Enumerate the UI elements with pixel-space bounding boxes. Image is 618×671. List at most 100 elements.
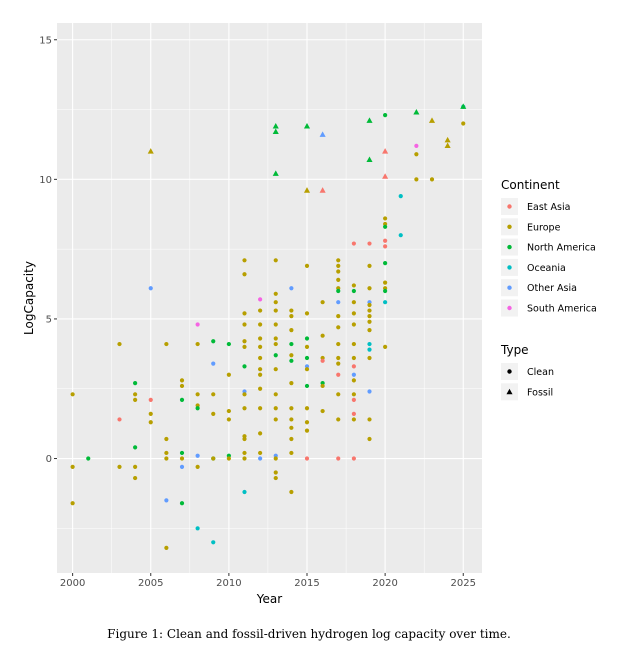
data-point-clean	[398, 233, 403, 238]
data-point-clean	[351, 456, 356, 461]
data-point-fossil	[366, 156, 373, 162]
data-point-clean	[133, 397, 138, 403]
data-point-clean	[242, 339, 247, 344]
data-point-fossil	[413, 109, 420, 115]
data-point-fossil	[319, 131, 326, 137]
data-point-clean	[351, 364, 356, 369]
data-point-clean	[242, 364, 247, 369]
data-point-clean	[195, 464, 200, 470]
data-point-clean	[367, 389, 372, 394]
data-point-clean	[383, 224, 388, 229]
data-point-clean	[383, 300, 388, 305]
data-point-clean	[367, 341, 372, 347]
data-point-clean	[133, 475, 138, 481]
data-point-clean	[351, 411, 356, 416]
x-tick-label: 2015	[294, 578, 319, 589]
legend-key-swatch	[507, 265, 512, 270]
data-point-clean	[336, 456, 341, 461]
data-point-clean	[304, 383, 310, 389]
data-point-clean	[273, 475, 278, 481]
y-tick-label: 15	[39, 35, 52, 46]
data-point-clean	[226, 408, 231, 414]
data-point-clean	[195, 392, 200, 397]
data-point-clean	[383, 344, 388, 349]
data-point-clean	[242, 392, 247, 397]
data-point-clean	[258, 308, 263, 313]
data-point-clean	[367, 241, 372, 246]
data-point-clean	[211, 392, 216, 397]
data-point-fossil	[382, 173, 389, 179]
x-axis-title: Year	[256, 592, 282, 606]
legend-key-swatch	[507, 244, 512, 250]
continent-legend-label: Other Asia	[527, 283, 577, 294]
data-point-clean	[351, 288, 356, 294]
data-point-clean	[273, 336, 278, 341]
data-point-clean	[273, 456, 278, 461]
data-point-clean	[351, 322, 356, 327]
legend-key-circle	[507, 369, 512, 374]
plot-panel	[57, 23, 482, 573]
data-point-clean	[367, 302, 372, 308]
x-axis-ticks: 2000 2005 2010 2015 2020 2025	[60, 573, 476, 589]
data-point-clean	[226, 341, 231, 347]
continent-legend-label: North America	[527, 243, 596, 254]
y-axis-title: LogCapacity	[22, 261, 36, 335]
data-point-clean	[336, 300, 341, 305]
data-point-clean	[383, 261, 388, 266]
data-point-clean	[367, 286, 372, 291]
data-point-clean	[179, 378, 185, 383]
x-tick-label: 2010	[216, 578, 241, 589]
data-point-clean	[351, 283, 356, 288]
data-point-clean	[320, 408, 325, 414]
data-point-clean	[179, 450, 185, 456]
y-axis-ticks: 0 5 10 15	[39, 35, 57, 465]
data-point-clean	[195, 526, 200, 531]
legend-key-swatch	[507, 285, 512, 290]
data-point-clean	[383, 288, 388, 294]
data-point-clean	[289, 489, 294, 495]
data-point-fossil	[272, 170, 279, 176]
data-point-clean	[164, 456, 169, 461]
data-point-clean	[70, 501, 75, 506]
data-point-clean	[211, 540, 216, 545]
data-point-clean	[289, 406, 294, 411]
data-point-clean	[383, 238, 388, 243]
data-point-clean	[289, 425, 294, 430]
data-points	[70, 103, 467, 550]
continent-legend-label: Europe	[527, 222, 561, 233]
data-point-clean	[304, 456, 310, 461]
data-point-clean	[336, 361, 341, 366]
data-point-clean	[148, 397, 153, 403]
data-point-clean	[429, 177, 435, 182]
data-point-clean	[336, 288, 341, 294]
y-tick-label: 5	[46, 314, 52, 325]
data-point-clean	[367, 355, 372, 361]
continent-legend-label: East Asia	[527, 202, 570, 213]
data-point-clean	[258, 344, 263, 349]
data-point-clean	[133, 381, 138, 386]
data-point-clean	[320, 333, 325, 338]
data-point-clean	[242, 258, 247, 263]
data-point-clean	[289, 450, 294, 456]
data-point-clean	[367, 308, 372, 313]
data-point-clean	[383, 244, 388, 249]
data-point-fossil	[444, 136, 451, 143]
data-point-clean	[320, 358, 325, 363]
continent-legend-label: Oceania	[527, 263, 566, 274]
data-point-clean	[273, 406, 278, 411]
data-point-clean	[383, 113, 388, 118]
data-point-clean	[414, 152, 419, 157]
data-point-clean	[226, 456, 231, 461]
data-point-clean	[351, 241, 356, 246]
data-point-clean	[273, 258, 278, 263]
data-point-clean	[383, 280, 388, 285]
data-point-clean	[367, 417, 372, 422]
data-point-clean	[164, 341, 169, 347]
data-point-clean	[289, 353, 294, 358]
data-point-clean	[164, 436, 169, 442]
legend-key-swatch	[507, 305, 512, 311]
data-point-clean	[258, 372, 263, 377]
x-tick-label: 2005	[138, 578, 163, 589]
data-point-clean	[367, 436, 372, 442]
data-point-clean	[289, 286, 294, 291]
